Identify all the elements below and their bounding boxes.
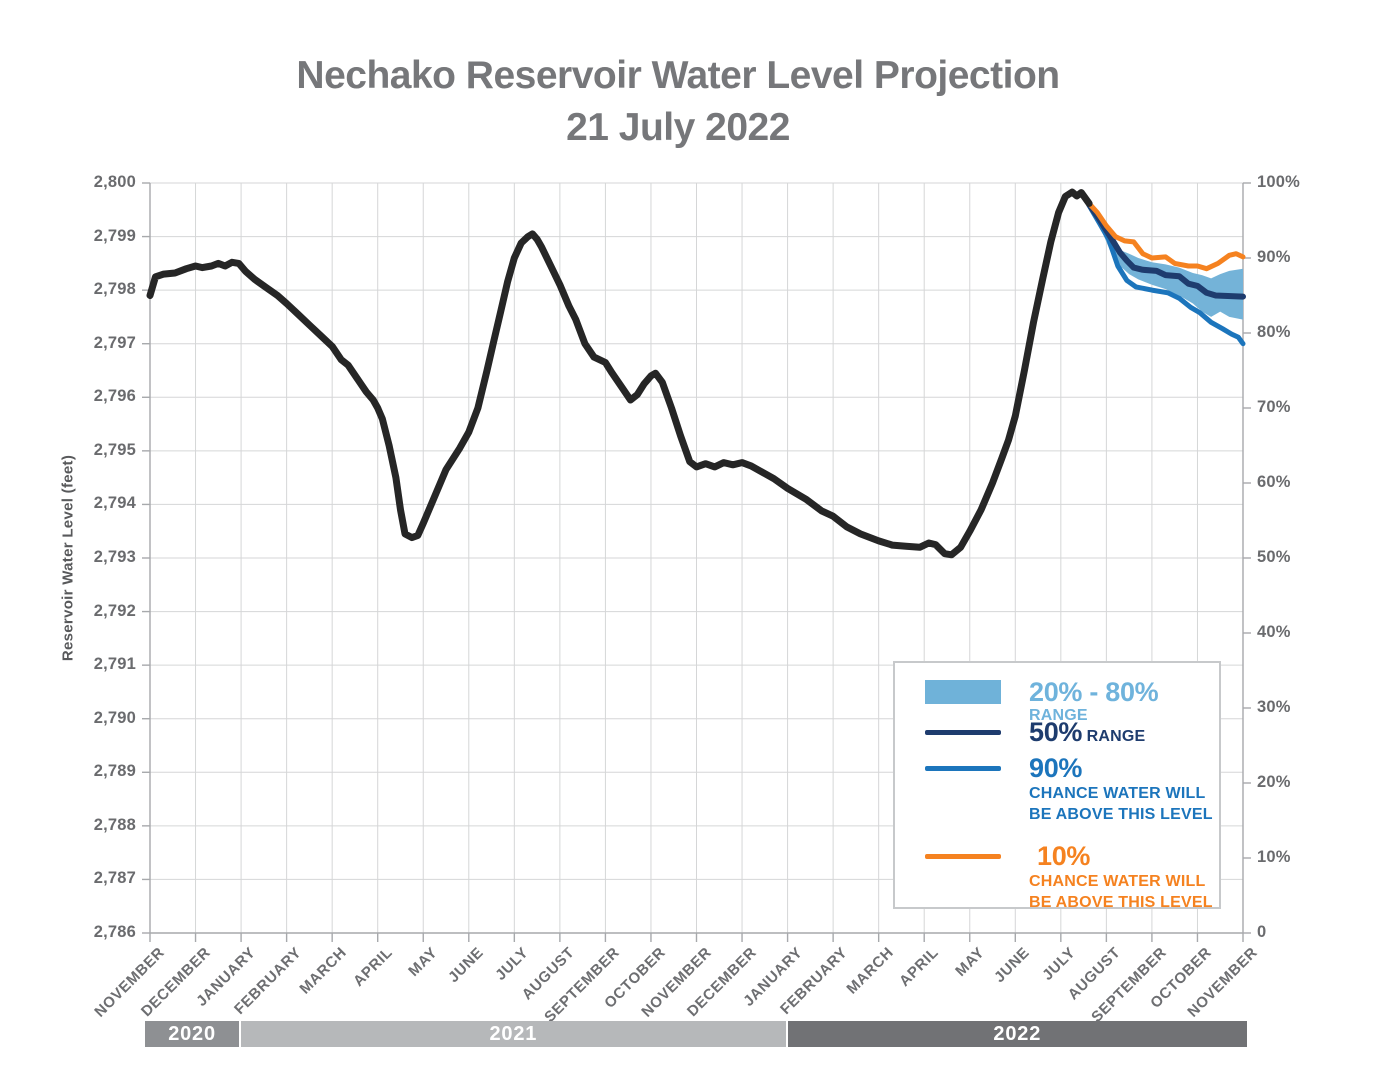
right-tick-90pct: 90% — [1257, 248, 1291, 266]
legend-10-sub1: CHANCE WATER WILL — [1029, 873, 1206, 890]
blue-line-swatch-icon — [925, 766, 1001, 771]
left-tick-2793: 2,793 — [93, 548, 136, 566]
left-tick-2789: 2,789 — [93, 762, 136, 781]
band-swatch-icon — [925, 680, 1001, 704]
year-band-2020: 2020 — [145, 1021, 242, 1047]
chart-title: Nechako Reservoir Water Level Projection… — [0, 50, 1356, 154]
orange-line-swatch-icon — [925, 854, 1001, 859]
legend-item-20-80-range: 20% - 80% RANGE — [925, 677, 1219, 725]
legend-label-20-80: 20% - 80% — [1029, 677, 1159, 707]
left-tick-2798: 2,798 — [93, 280, 136, 299]
legend-label-10: 10% — [1037, 841, 1091, 871]
historical-line — [146, 188, 1093, 559]
legend-item-90-pct: 90% CHANCE WATER WILL BE ABOVE THIS LEVE… — [925, 753, 1213, 825]
chart-title-line2: 21 July 2022 — [566, 106, 790, 149]
legend-label-50: 50% — [1029, 717, 1083, 747]
left-tick-2790: 2,790 — [93, 708, 136, 727]
legend-label-90: 90% — [1029, 753, 1083, 783]
right-tick-100pct: 100% — [1257, 173, 1301, 191]
right-tick-0: 0 — [1257, 923, 1267, 941]
right-tick-20pct: 20% — [1257, 773, 1291, 791]
legend-label-50-range-word: RANGE — [1086, 728, 1146, 745]
left-tick-2796: 2,796 — [93, 387, 136, 406]
legend-item-50-range: 50% RANGE — [925, 717, 1145, 747]
left-tick-2791: 2,791 — [93, 655, 136, 674]
legend-90-sub2: BE ABOVE THIS LEVEL — [1029, 806, 1213, 823]
left-tick-2799: 2,799 — [93, 226, 136, 245]
right-tick-70pct: 70% — [1257, 398, 1291, 416]
navy-50pct-line — [1086, 201, 1246, 300]
left-tick-2788: 2,788 — [93, 815, 136, 834]
legend-90-sub1: CHANCE WATER WILL — [1029, 785, 1206, 802]
legend-10-sub2: BE ABOVE THIS LEVEL — [1029, 894, 1213, 911]
right-tick-80pct: 80% — [1257, 323, 1291, 341]
navy-line-swatch-icon — [925, 730, 1001, 735]
right-tick-60pct: 60% — [1257, 473, 1291, 491]
right-tick-30pct: 30% — [1257, 698, 1291, 716]
left-tick-2797: 2,797 — [93, 333, 136, 352]
left-tick-2786: 2,786 — [93, 923, 136, 941]
legend: 20% - 80% RANGE 50% RANGE 90% CHANCE WAT… — [893, 661, 1221, 911]
chart-title-line1: Nechako Reservoir Water Level Projection — [296, 54, 1060, 97]
legend-label-20-80-range-word: RANGE — [1029, 707, 1088, 724]
year-band-2022: 2022 — [787, 1021, 1247, 1047]
left-tick-2792: 2,792 — [93, 601, 136, 620]
gridlines — [149, 182, 1244, 934]
year-band-2021: 2021 — [241, 1021, 788, 1047]
right-tick-10pct: 10% — [1257, 848, 1291, 866]
orange-10pct-line — [1086, 200, 1246, 272]
left-tick-2787: 2,787 — [93, 869, 136, 888]
right-tick-50pct: 50% — [1257, 548, 1291, 566]
left-tick-2794: 2,794 — [93, 494, 136, 513]
left-tick-2795: 2,795 — [93, 440, 136, 459]
right-tick-40pct: 40% — [1257, 623, 1291, 641]
left-tick-2800: 2,800 — [93, 173, 136, 191]
legend-item-10-pct: 10% CHANCE WATER WILL BE ABOVE THIS LEVE… — [925, 841, 1213, 913]
blue-90pct-line — [1086, 203, 1246, 347]
